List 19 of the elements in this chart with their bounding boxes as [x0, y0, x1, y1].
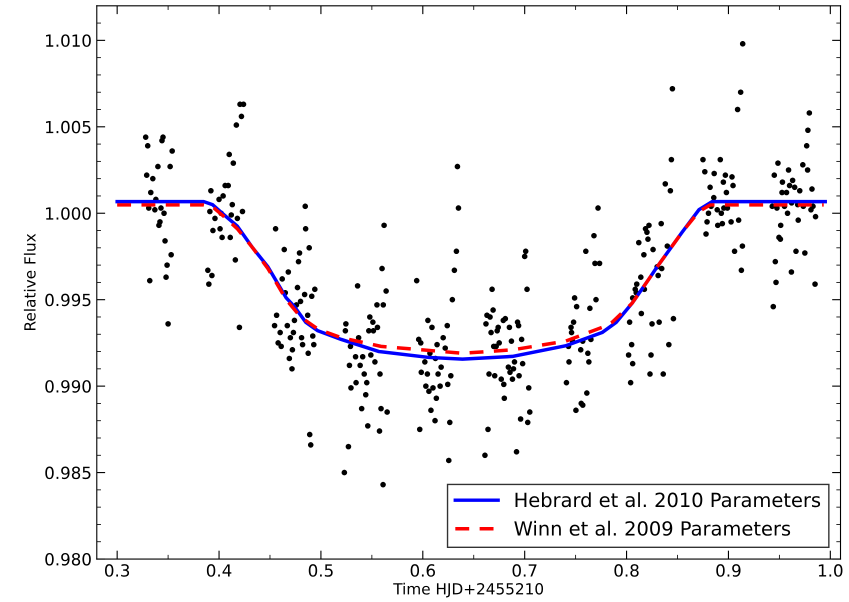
y-tick-label: 0.990	[45, 380, 91, 393]
y-tick-label: 1.010	[46, 34, 91, 47]
y-axis-title: Relative Flux	[24, 234, 36, 330]
y-tick-label: 0.995	[45, 294, 90, 306]
legend-label: Hebrard et al. 2010 Parameters	[516, 492, 820, 508]
x-tick-label: 0.9	[716, 564, 741, 577]
y-tick-label: 1.000	[46, 207, 91, 220]
x-tick-label: 0.6	[410, 564, 436, 577]
y-tick-label: 0.985	[45, 466, 90, 480]
y-tick-label: 0.980	[45, 552, 91, 566]
x-axis-title: Time HJD+2455210	[393, 582, 544, 598]
x-tick-label: 1.0	[818, 564, 842, 577]
x-tick-label: 0.4	[206, 564, 232, 577]
x-tick-label: 0.7	[512, 564, 537, 577]
x-tick-label: 0.3	[105, 564, 130, 577]
legend-label: Winn et al. 2009 Parameters	[514, 520, 790, 536]
y-tick-label: 1.005	[46, 120, 90, 134]
x-tick-label: 0.8	[614, 564, 639, 577]
x-tick-label: 0.5	[308, 564, 333, 577]
